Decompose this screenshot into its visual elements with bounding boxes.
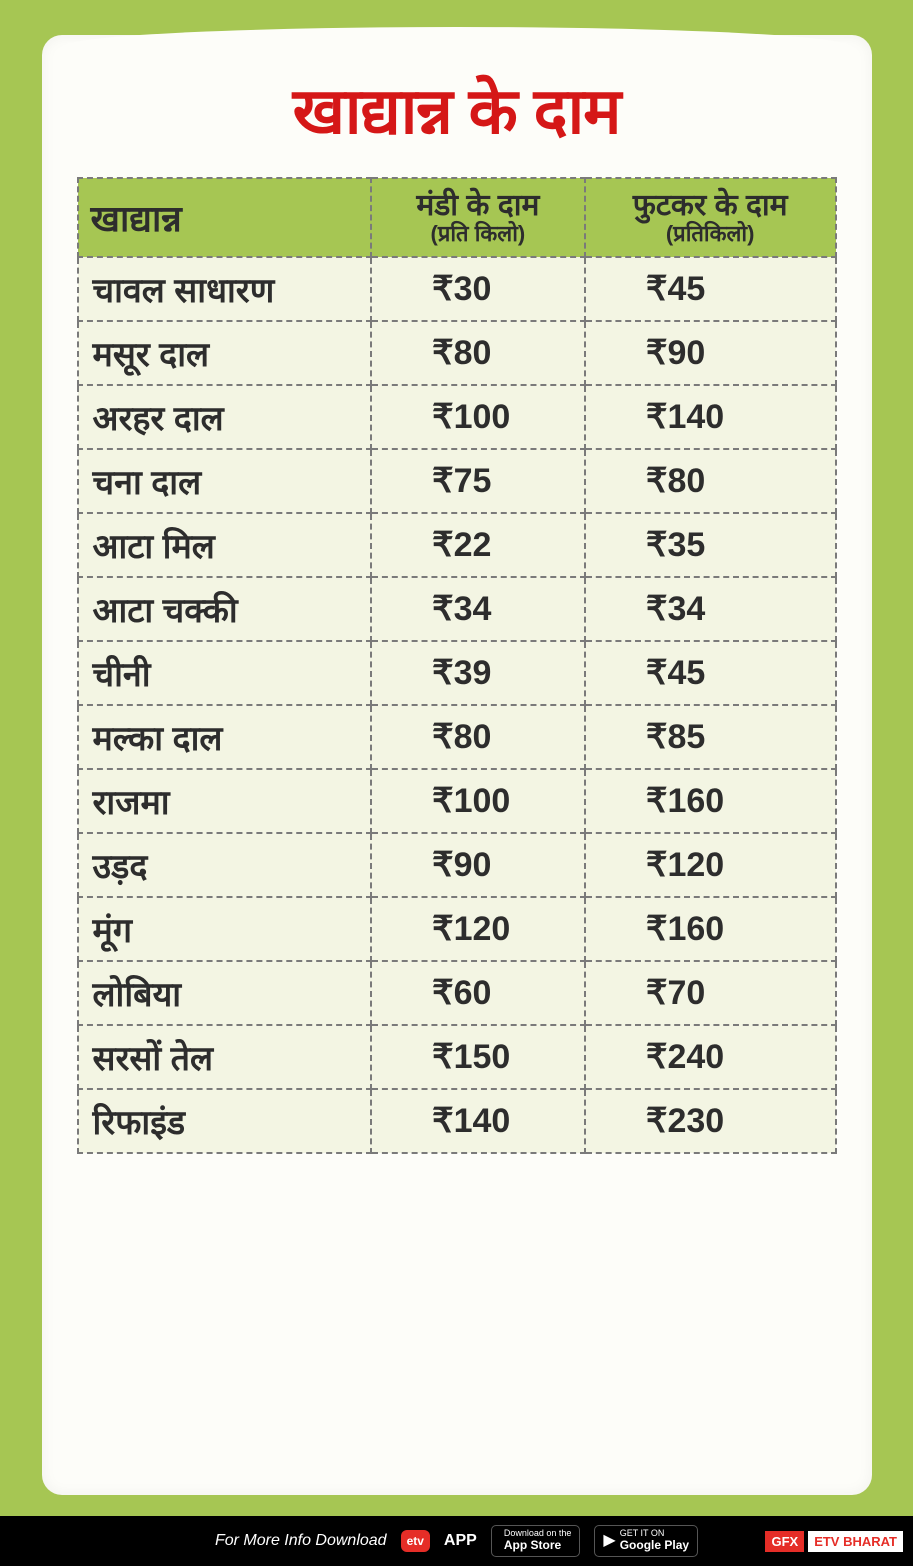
footer-info-text: For More Info Download bbox=[215, 1532, 387, 1550]
item-name-cell: आटा चक्की bbox=[78, 577, 371, 641]
mandi-price-cell: ₹120 bbox=[371, 897, 585, 961]
retail-price-cell: ₹160 bbox=[585, 769, 836, 833]
retail-price-cell: ₹90 bbox=[585, 321, 836, 385]
play-icon: ▶ bbox=[603, 1532, 615, 1550]
retail-price-cell: ₹34 bbox=[585, 577, 836, 641]
play-bottom: Google Play bbox=[620, 1539, 689, 1552]
item-name-cell: चावल साधारण bbox=[78, 257, 371, 321]
retail-price-cell: ₹35 bbox=[585, 513, 836, 577]
etv-app-logo-icon: etv bbox=[401, 1530, 430, 1552]
play-top: GET IT ON bbox=[620, 1528, 665, 1538]
item-name-cell: मूंग bbox=[78, 897, 371, 961]
item-name-cell: आटा मिल bbox=[78, 513, 371, 577]
table-row: मूंग₹120₹160 bbox=[78, 897, 836, 961]
header-mandi-label: मंडी के दाम bbox=[416, 189, 539, 222]
table-row: आटा चक्की₹34₹34 bbox=[78, 577, 836, 641]
gfx-badge: GFX bbox=[765, 1531, 804, 1552]
mandi-price-cell: ₹140 bbox=[371, 1089, 585, 1153]
header-retail-label: फुटकर के दाम bbox=[633, 189, 788, 222]
mandi-price-cell: ₹39 bbox=[371, 641, 585, 705]
retail-price-cell: ₹140 bbox=[585, 385, 836, 449]
price-table: खाद्यान्न मंडी के दाम (प्रति किलो) फुटकर… bbox=[77, 177, 837, 1154]
header-retail: फुटकर के दाम (प्रतिकिलो) bbox=[585, 178, 836, 257]
item-name-cell: चना दाल bbox=[78, 449, 371, 513]
table-header-row: खाद्यान्न मंडी के दाम (प्रति किलो) फुटकर… bbox=[78, 178, 836, 257]
retail-price-cell: ₹80 bbox=[585, 449, 836, 513]
table-row: उड़द₹90₹120 bbox=[78, 833, 836, 897]
app-label: APP bbox=[444, 1532, 477, 1550]
table-row: चीनी₹39₹45 bbox=[78, 641, 836, 705]
table-row: चना दाल₹75₹80 bbox=[78, 449, 836, 513]
table-row: चावल साधारण₹30₹45 bbox=[78, 257, 836, 321]
retail-price-cell: ₹120 bbox=[585, 833, 836, 897]
table-row: अरहर दाल₹100₹140 bbox=[78, 385, 836, 449]
mandi-price-cell: ₹150 bbox=[371, 1025, 585, 1089]
item-name-cell: अरहर दाल bbox=[78, 385, 371, 449]
retail-price-cell: ₹240 bbox=[585, 1025, 836, 1089]
retail-price-cell: ₹70 bbox=[585, 961, 836, 1025]
mandi-price-cell: ₹30 bbox=[371, 257, 585, 321]
footer-bar: For More Info Download etv APP Download … bbox=[0, 1516, 913, 1566]
table-row: मसूर दाल₹80₹90 bbox=[78, 321, 836, 385]
item-name-cell: मल्का दाल bbox=[78, 705, 371, 769]
item-name-cell: चीनी bbox=[78, 641, 371, 705]
table-row: सरसों तेल₹150₹240 bbox=[78, 1025, 836, 1089]
retail-price-cell: ₹45 bbox=[585, 641, 836, 705]
item-name-cell: मसूर दाल bbox=[78, 321, 371, 385]
appstore-bottom: App Store bbox=[504, 1539, 572, 1552]
mandi-price-cell: ₹22 bbox=[371, 513, 585, 577]
background: खाद्यान्न के दाम खाद्यान्न मंडी के दाम (… bbox=[0, 0, 913, 1516]
retail-price-cell: ₹85 bbox=[585, 705, 836, 769]
table-row: मल्का दाल₹80₹85 bbox=[78, 705, 836, 769]
etv-bharat-badge: ETV BHARAT bbox=[808, 1531, 903, 1552]
appstore-badge[interactable]: Download on the App Store bbox=[491, 1525, 581, 1556]
header-item: खाद्यान्न bbox=[78, 178, 371, 257]
item-name-cell: उड़द bbox=[78, 833, 371, 897]
header-mandi: मंडी के दाम (प्रति किलो) bbox=[371, 178, 585, 257]
item-name-cell: लोबिया bbox=[78, 961, 371, 1025]
table-row: राजमा₹100₹160 bbox=[78, 769, 836, 833]
mandi-price-cell: ₹34 bbox=[371, 577, 585, 641]
item-name-cell: सरसों तेल bbox=[78, 1025, 371, 1089]
item-name-cell: रिफाइंड bbox=[78, 1089, 371, 1153]
paper-card: खाद्यान्न के दाम खाद्यान्न मंडी के दाम (… bbox=[42, 35, 872, 1495]
header-mandi-sub: (प्रति किलो) bbox=[384, 222, 572, 246]
footer-brand: GFX ETV BHARAT bbox=[765, 1531, 903, 1552]
mandi-price-cell: ₹75 bbox=[371, 449, 585, 513]
mandi-price-cell: ₹80 bbox=[371, 705, 585, 769]
retail-price-cell: ₹160 bbox=[585, 897, 836, 961]
retail-price-cell: ₹230 bbox=[585, 1089, 836, 1153]
retail-price-cell: ₹45 bbox=[585, 257, 836, 321]
table-row: लोबिया₹60₹70 bbox=[78, 961, 836, 1025]
header-retail-sub: (प्रतिकिलो) bbox=[598, 222, 823, 246]
appstore-top: Download on the bbox=[504, 1528, 572, 1538]
item-name-cell: राजमा bbox=[78, 769, 371, 833]
table-row: आटा मिल₹22₹35 bbox=[78, 513, 836, 577]
mandi-price-cell: ₹60 bbox=[371, 961, 585, 1025]
googleplay-badge[interactable]: ▶ GET IT ON Google Play bbox=[594, 1525, 698, 1556]
table-row: रिफाइंड₹140₹230 bbox=[78, 1089, 836, 1153]
page-title: खाद्यान्न के दाम bbox=[77, 65, 837, 152]
mandi-price-cell: ₹100 bbox=[371, 385, 585, 449]
mandi-price-cell: ₹80 bbox=[371, 321, 585, 385]
mandi-price-cell: ₹100 bbox=[371, 769, 585, 833]
mandi-price-cell: ₹90 bbox=[371, 833, 585, 897]
